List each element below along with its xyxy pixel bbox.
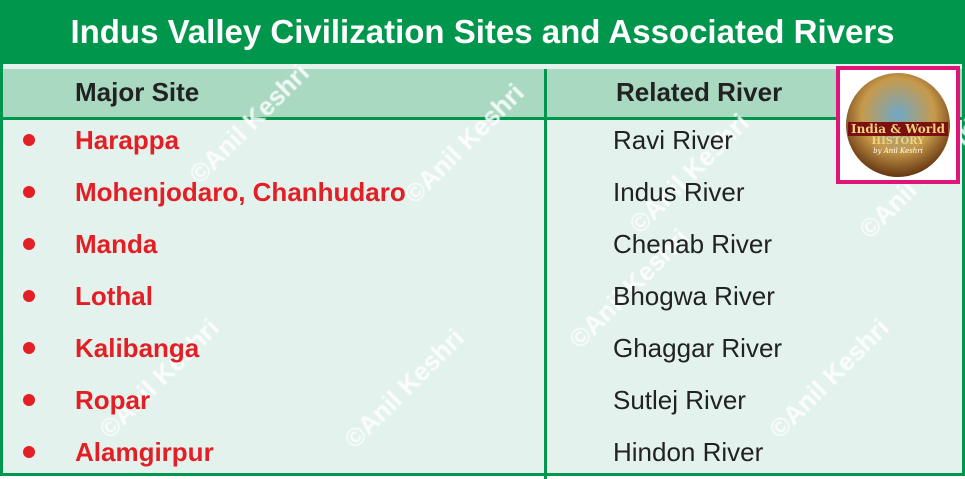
bullet-icon [23,238,35,250]
site-name: Ropar [75,385,151,415]
bullet-icon [23,134,35,146]
bullet-icon [23,394,35,406]
bullet-icon [23,342,35,354]
logo-emblem: India & World HISTORY by Anil Keshri [846,73,950,177]
site-name: Mohenjodaro, Chanhudaro [75,177,406,207]
table-row: Mohenjodaro, Chanhudaro Indus River [3,166,962,218]
bullet-icon [23,446,35,458]
river-name: Chenab River [613,229,772,259]
bullet-icon [23,290,35,302]
table-row: Alamgirpur Hindon River [3,426,962,478]
table-row: Ropar Sutlej River [3,374,962,426]
page-title: Indus Valley Civilization Sites and Asso… [70,13,895,50]
bullet-icon [23,186,35,198]
table-row: Lothal Bhogwa River [3,270,962,322]
river-name: Indus River [613,177,745,207]
river-name: Ravi River [613,125,733,155]
site-name: Harappa [75,125,180,155]
title-bar: Indus Valley Civilization Sites and Asso… [0,0,965,64]
river-name: Bhogwa River [613,281,775,311]
table-row: Manda Chenab River [3,218,962,270]
site-name: Alamgirpur [75,437,214,467]
logo: India & World HISTORY by Anil Keshri [836,66,960,184]
logo-text: by Anil Keshri [873,146,923,155]
table-row: Harappa Ravi River [3,114,962,166]
river-name: Ghaggar River [613,333,783,363]
logo-text: India & World [847,121,949,136]
site-name: Lothal [75,281,153,311]
river-name: Sutlej River [613,385,746,415]
river-name: Hindon River [613,437,764,467]
site-name: Kalibanga [75,333,200,363]
site-name: Manda [75,229,158,259]
table-row: Kalibanga Ghaggar River [3,322,962,374]
logo-text: HISTORY [871,135,925,147]
